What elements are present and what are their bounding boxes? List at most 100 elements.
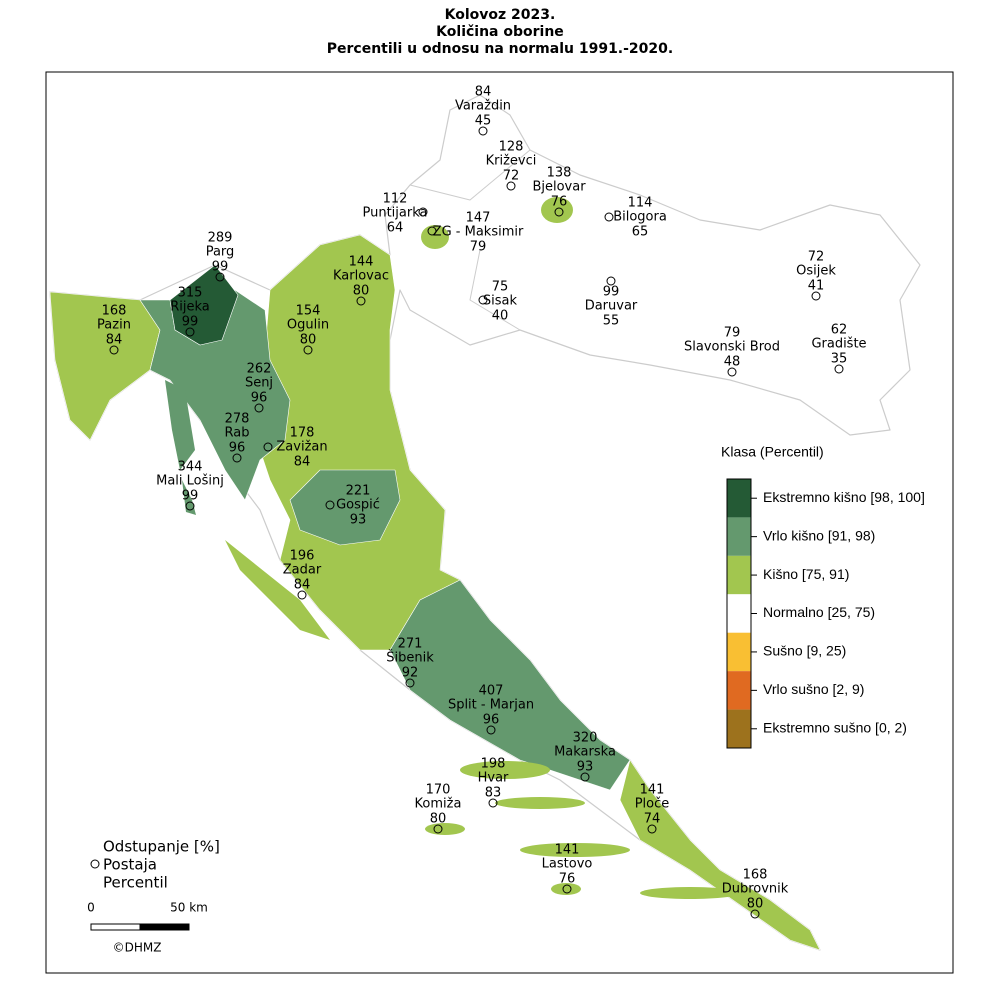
key-station: Postaja <box>103 856 157 874</box>
station-name: Križevci <box>486 154 537 169</box>
station-marker <box>554 207 564 217</box>
station-name: Komiža <box>415 797 462 812</box>
station-deviation: 198 <box>481 757 506 772</box>
scale-start: 0 <box>87 901 95 915</box>
legend-label: Normalno [25, 75) <box>763 604 875 620</box>
legend-border <box>726 478 752 749</box>
station-deviation: 99 <box>603 285 620 300</box>
station-percentile: 45 <box>475 114 492 129</box>
legend-label: Kišno [75, 91) <box>763 566 849 582</box>
station-marker <box>834 364 844 374</box>
station-deviation: 320 <box>573 731 598 746</box>
station-name: Puntijarka <box>363 206 428 221</box>
station-name: Makarska <box>554 745 616 760</box>
station-name: Hvar <box>478 771 509 786</box>
station-percentile: 80 <box>300 333 317 348</box>
station-percentile: 72 <box>503 169 520 184</box>
county-border <box>469 249 521 331</box>
station-marker <box>405 678 415 688</box>
station-percentile: 35 <box>831 352 848 367</box>
legend-swatch <box>727 709 751 748</box>
scale-bar-black <box>139 923 190 931</box>
station-percentile: 55 <box>603 314 620 329</box>
station-name: Dubrovnik <box>722 882 789 897</box>
station-percentile: 93 <box>577 760 594 775</box>
station-deviation: 79 <box>724 326 741 341</box>
station-deviation: 168 <box>743 868 768 883</box>
station-percentile: 84 <box>294 578 311 593</box>
station-deviation: 168 <box>102 304 127 319</box>
island <box>551 883 581 895</box>
region-kisno <box>541 197 573 223</box>
station-percentile: 80 <box>747 897 764 912</box>
station-percentile: 74 <box>644 812 661 827</box>
station-name: Rab <box>225 426 250 441</box>
station-marker <box>478 126 488 136</box>
scale-end: 50 km <box>170 901 208 915</box>
scale-bar-white <box>90 923 141 931</box>
station-marker <box>727 367 737 377</box>
station-marker <box>562 884 572 894</box>
station-deviation: 72 <box>808 250 825 265</box>
island <box>640 887 740 899</box>
region-vrlo-kisno <box>289 469 401 546</box>
title-line: Kolovoz 2023. <box>445 7 556 23</box>
station-marker <box>303 345 313 355</box>
station-percentile: 93 <box>350 513 367 528</box>
legend-swatch <box>727 479 751 518</box>
region-vrlo-kisno <box>389 579 631 791</box>
station-name: Bjelovar <box>532 180 586 195</box>
station-percentile: 64 <box>387 221 404 236</box>
island <box>520 843 630 857</box>
station-deviation: 84 <box>475 85 492 100</box>
station-percentile: 65 <box>632 225 649 240</box>
legend-swatch <box>727 594 751 633</box>
island <box>495 797 585 809</box>
station-name: Bilogora <box>613 210 667 225</box>
station-name: Split - Marjan <box>448 698 534 713</box>
legend-swatch <box>727 632 751 672</box>
legend-label: Vrlo kišno [91, 98) <box>763 527 875 543</box>
legend: Ekstremno kišno [98, 100] Vrlo kišno [91,… <box>726 478 925 749</box>
station-deviation: 112 <box>383 192 408 207</box>
legend-label: Ekstremno sušno [0, 2) <box>763 719 907 735</box>
station-name: Gradište <box>811 337 866 352</box>
legend-label: Vrlo sušno [2, 9) <box>763 681 864 697</box>
station-name: Lastovo <box>542 857 593 872</box>
station-name: Senj <box>245 376 273 391</box>
region-kisno <box>619 759 821 951</box>
station-percentile: 96 <box>483 713 500 728</box>
key-percentile: Percentil <box>103 874 168 892</box>
station-deviation: 278 <box>225 412 250 427</box>
station-deviation: 147 <box>466 211 491 226</box>
station-marker <box>604 212 614 222</box>
station-marker <box>647 824 657 834</box>
station-deviation: 128 <box>499 140 524 155</box>
station-deviation: 344 <box>178 460 203 475</box>
station-name: Mali Lošinj <box>156 474 224 489</box>
legend-label: Ekstremno kišno [98, 100] <box>763 489 925 505</box>
station-deviation: 315 <box>178 286 203 301</box>
station-deviation: 196 <box>290 549 315 564</box>
station-deviation: 407 <box>479 684 504 699</box>
station-marker <box>325 500 335 510</box>
station-marker <box>185 327 195 337</box>
station-deviation: 144 <box>349 255 374 270</box>
station-name: Zavižan <box>276 440 327 455</box>
station-percentile: 96 <box>229 441 246 456</box>
map-regions <box>49 94 921 951</box>
title-line: Količina oborine <box>436 24 564 40</box>
station-marker <box>185 501 195 511</box>
station-name: ZG - Maksimir <box>433 225 524 240</box>
island <box>165 380 195 470</box>
station-deviation: 141 <box>555 843 580 858</box>
station-marker <box>506 181 516 191</box>
station-percentile: 79 <box>470 240 487 255</box>
station-marker <box>232 453 242 463</box>
credit: ©DHMZ <box>113 941 162 955</box>
station-name: Šibenik <box>386 650 434 666</box>
station-deviation: 114 <box>628 196 653 211</box>
station-deviation: 262 <box>247 362 272 377</box>
